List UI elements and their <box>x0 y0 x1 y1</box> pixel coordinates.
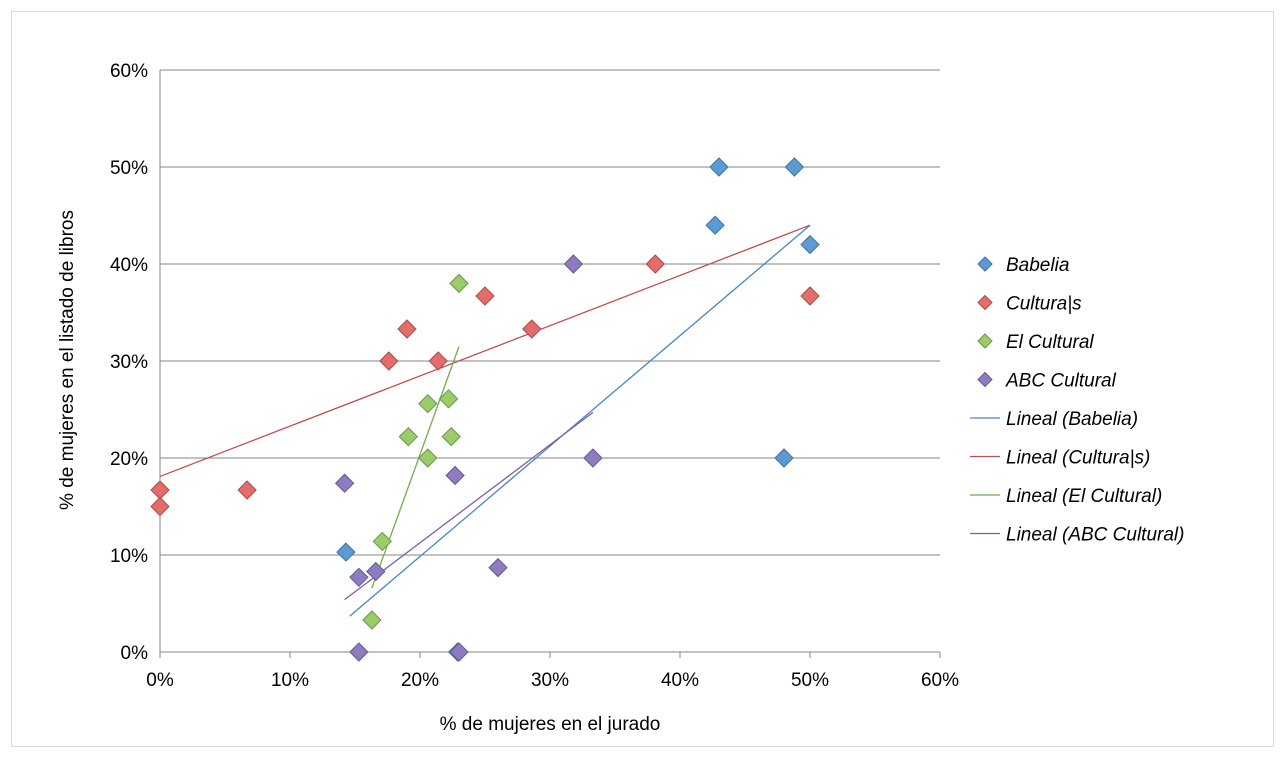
point-s2-4 <box>418 393 438 414</box>
trendlines <box>159 224 811 617</box>
point-s3-5 <box>449 642 469 662</box>
x-tick-label-4: 40% <box>661 670 699 691</box>
legend-label-1: Cultura|s <box>1006 294 1082 315</box>
y-tick-label-3: 30% <box>110 352 148 373</box>
point-s1-9 <box>800 286 820 306</box>
point-s2-0 <box>362 610 382 630</box>
point-s1-1 <box>150 496 170 517</box>
point-s0-5 <box>800 234 820 255</box>
point-s1-6 <box>475 286 495 306</box>
point-s3-8 <box>583 448 603 468</box>
legend-marker-1 <box>977 294 993 311</box>
point-s0-6 <box>774 448 794 468</box>
point-s1-7 <box>522 319 542 339</box>
legend-label-2: El Cultural <box>1006 332 1094 353</box>
x-tick-labels: 0% 10% 20% 30% 40% 50% 60% <box>146 670 959 691</box>
point-s2-2 <box>398 426 419 447</box>
y-tick-label-5: 50% <box>110 158 148 179</box>
legend-label-6: Lineal (El Cultural) <box>1006 486 1162 507</box>
data-points <box>150 157 820 662</box>
x-tick-label-3: 30% <box>531 670 569 691</box>
legend-label-0: Babelia <box>1006 255 1069 276</box>
point-s3-0 <box>334 473 355 493</box>
legend-marker-0 <box>977 256 993 272</box>
trendline-3 <box>344 411 594 601</box>
legend-marker-2 <box>977 333 993 349</box>
legend-label-4: Lineal (Babelia) <box>1006 409 1138 430</box>
point-s3-6 <box>488 557 508 578</box>
y-tick-label-6: 60% <box>110 61 148 82</box>
point-s1-2 <box>237 480 257 500</box>
point-s2-5 <box>438 389 459 409</box>
legend: Babelia Cultura|s El Cultural ABC Cultural L… <box>970 255 1184 546</box>
point-s3-4 <box>445 465 465 486</box>
y-tick-label-4: 40% <box>110 255 148 276</box>
legend-label-7: Lineal (ABC Cultural) <box>1006 525 1184 546</box>
x-tick-label-0: 0% <box>146 670 174 691</box>
point-s0-4 <box>784 157 805 177</box>
x-tick-label-2: 20% <box>401 670 439 691</box>
gridlines <box>159 69 941 658</box>
y-tick-labels: 0% 10% 20% 30% 40% 50% 60% <box>110 61 148 664</box>
point-s3-7 <box>563 254 584 274</box>
point-s2-7 <box>449 273 469 294</box>
x-tick-label-6: 60% <box>921 670 959 691</box>
trendline-2 <box>371 346 460 589</box>
point-s1-4 <box>397 319 417 339</box>
point-s2-6 <box>441 426 461 447</box>
point-s1-8 <box>645 254 666 274</box>
y-tick-label-2: 20% <box>110 449 148 470</box>
point-s0-0 <box>336 542 356 562</box>
trendline-1 <box>159 224 811 478</box>
point-s2-3 <box>418 448 438 468</box>
point-s0-2 <box>705 215 725 235</box>
x-tick-label-1: 10% <box>271 670 309 691</box>
point-s1-3 <box>379 351 399 371</box>
y-tick-label-1: 10% <box>110 546 148 567</box>
point-s3-1 <box>349 567 369 588</box>
point-s3-2 <box>366 561 386 582</box>
y-axis-title: % de mujeres en el listado de libros <box>57 210 78 510</box>
x-tick-label-5: 50% <box>791 670 829 691</box>
point-s0-3 <box>709 157 729 177</box>
legend-label-5: Lineal (Cultura|s) <box>1006 448 1150 469</box>
legend-marker-3 <box>977 371 993 388</box>
y-tick-label-0: 0% <box>121 643 149 664</box>
point-s3-3 <box>349 642 369 662</box>
trendline-0 <box>349 224 811 617</box>
point-s1-5 <box>428 351 448 371</box>
point-s1-0 <box>150 480 170 500</box>
point-s2-1 <box>372 531 393 552</box>
legend-label-3: ABC Cultural <box>1005 371 1117 392</box>
chart-frame <box>11 11 1274 747</box>
x-axis-title: % de mujeres en el jurado <box>440 714 661 735</box>
